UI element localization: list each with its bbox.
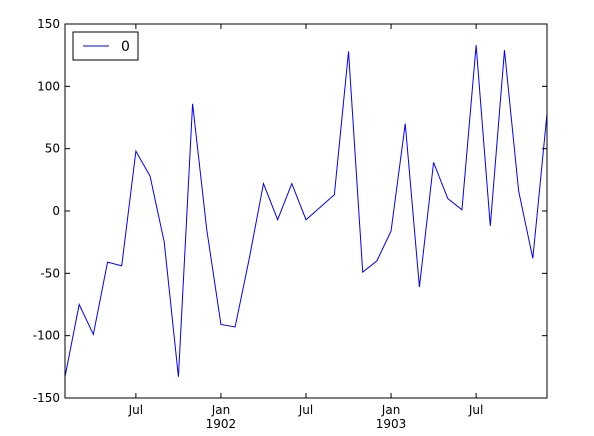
y-tick-label: -50	[40, 266, 60, 280]
x-tick-label: Jul	[298, 403, 313, 417]
legend-label: 0	[121, 39, 130, 55]
y-tick-label: -100	[33, 329, 60, 343]
y-tick-label: 50	[45, 142, 60, 156]
y-tick-label: 150	[37, 17, 60, 31]
legend: 0	[72, 31, 139, 61]
y-tick-label: 0	[52, 204, 60, 218]
plot-frame	[64, 23, 548, 399]
y-tick-label: 100	[37, 79, 60, 93]
line-series	[64, 45, 548, 377]
y-tick-label: -150	[33, 391, 60, 405]
x-tick-label: Jul	[128, 403, 143, 417]
x-tick-label: Jan 1902	[206, 403, 237, 431]
x-tick-label: Jan 1903	[376, 403, 407, 431]
x-tick-label: Jul	[468, 403, 483, 417]
